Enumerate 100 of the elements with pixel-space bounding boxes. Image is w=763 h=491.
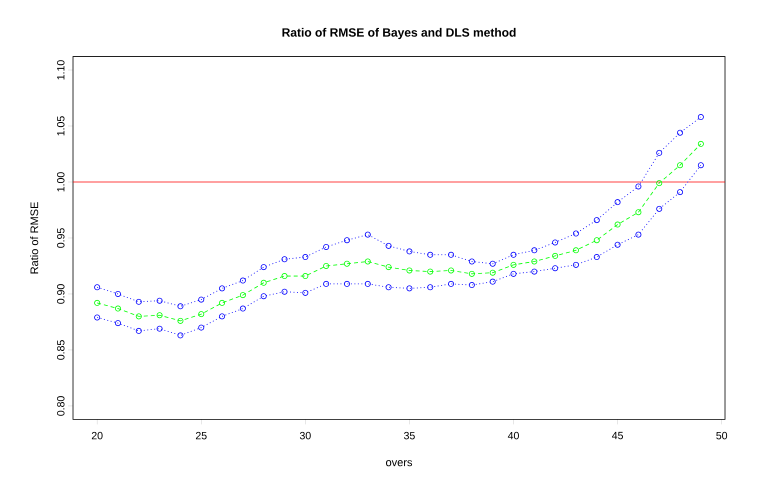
point: [531, 247, 538, 254]
x-tick-label: 40: [508, 432, 519, 440]
point: [406, 267, 412, 274]
point: [136, 328, 142, 334]
point: [302, 290, 308, 296]
point: [572, 247, 579, 254]
point: [572, 262, 579, 268]
point: [698, 140, 704, 147]
x-tick-label: 20: [92, 432, 103, 440]
point: [302, 254, 308, 260]
point: [677, 162, 684, 168]
point: [614, 242, 621, 248]
point: [552, 252, 558, 259]
point: [156, 298, 163, 304]
point: [552, 265, 558, 272]
point: [406, 285, 412, 292]
point: [344, 260, 350, 267]
y-tick-label: 1.05: [57, 116, 64, 136]
point: [635, 232, 642, 238]
point: [364, 258, 371, 264]
point: [386, 284, 392, 290]
point: [490, 278, 496, 285]
point: [94, 300, 100, 306]
point: [198, 324, 204, 331]
y-tick-label: 1.10: [57, 60, 64, 80]
point: [677, 130, 684, 136]
y-tick-label: 1.00: [57, 172, 64, 192]
point: [510, 262, 517, 268]
point: [323, 262, 330, 269]
x-axis-title: overs: [386, 460, 412, 466]
point: [510, 270, 517, 277]
point: [114, 306, 121, 312]
point: [156, 312, 163, 318]
point: [136, 313, 142, 320]
x-tick-label: 35: [404, 432, 415, 440]
point: [552, 239, 558, 246]
point: [594, 254, 600, 260]
point: [94, 284, 100, 290]
point: [344, 280, 350, 287]
x-tick-label: 25: [196, 432, 207, 440]
point: [177, 332, 184, 338]
point: [260, 293, 267, 300]
point: [531, 268, 538, 275]
point: [427, 252, 434, 258]
point: [510, 252, 517, 258]
point: [656, 180, 662, 186]
point: [490, 260, 496, 267]
point: [282, 273, 288, 280]
point: [614, 199, 621, 206]
point: [656, 206, 662, 212]
point: [282, 256, 288, 262]
point: [635, 183, 642, 190]
point: [260, 264, 267, 270]
point: [448, 252, 454, 258]
point: [177, 303, 184, 310]
point: [427, 284, 434, 290]
y-tick-label: 0.80: [57, 396, 64, 416]
point: [219, 313, 226, 320]
point: [677, 189, 684, 196]
point: [490, 270, 496, 276]
point: [468, 258, 475, 264]
point: [114, 290, 121, 297]
point: [156, 326, 163, 332]
point: [698, 162, 704, 168]
y-tick-label: 0.95: [57, 228, 64, 248]
point: [344, 237, 350, 244]
point: [240, 306, 246, 312]
point: [177, 318, 184, 324]
y-tick-label: 0.85: [57, 340, 64, 360]
y-tick-label: 0.90: [57, 284, 64, 304]
point: [656, 150, 662, 156]
point: [323, 280, 330, 287]
point: [614, 222, 621, 228]
chart-title: Ratio of RMSE of Bayes and DLS method: [282, 28, 516, 40]
point: [198, 296, 204, 303]
point: [94, 314, 100, 320]
point: [260, 280, 267, 286]
point: [323, 244, 330, 250]
point: [282, 288, 288, 295]
point: [448, 280, 454, 287]
point: [198, 311, 204, 318]
point: [531, 258, 538, 264]
x-tick-label: 45: [612, 432, 623, 440]
point: [698, 114, 704, 120]
point: [240, 292, 246, 298]
point: [136, 298, 142, 305]
point: [427, 268, 434, 275]
point: [364, 280, 371, 287]
y-axis-title: Ratio of RMSE: [30, 202, 38, 274]
point: [572, 230, 579, 237]
point: [594, 217, 600, 224]
point: [364, 232, 371, 238]
point: [448, 267, 454, 274]
point: [219, 300, 226, 306]
x-tick-label: 50: [716, 432, 728, 440]
point: [219, 285, 226, 292]
point: [114, 320, 121, 326]
point: [468, 282, 475, 288]
point: [406, 248, 412, 254]
point: [468, 270, 475, 277]
